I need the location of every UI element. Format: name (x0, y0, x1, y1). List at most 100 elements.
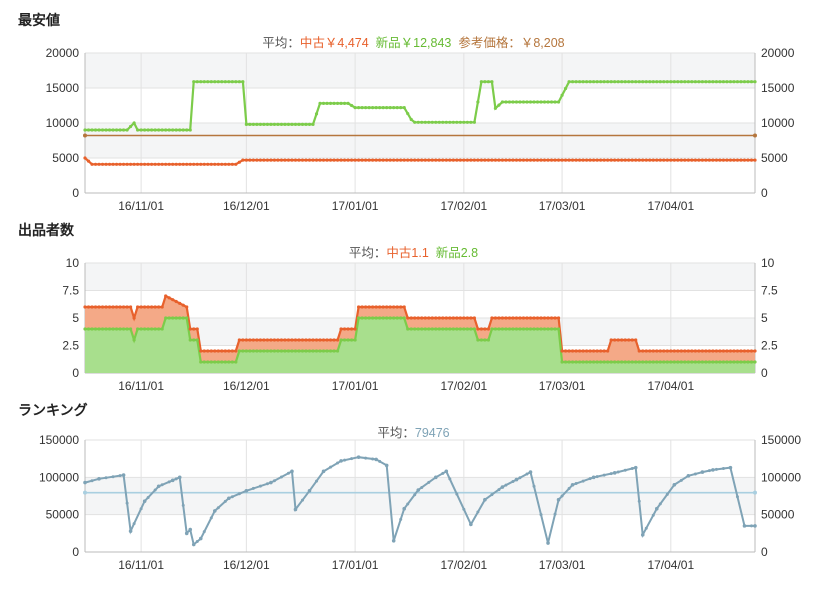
sellers-point-used (314, 338, 319, 342)
ranking-point (735, 495, 739, 499)
price-point-中古 (521, 158, 526, 162)
ranking-point (416, 488, 421, 492)
price-point-中古 (139, 162, 143, 166)
price-point-中古 (223, 162, 227, 166)
ranking-point (128, 529, 133, 533)
sellers-y-tick-label-right: 10 (761, 256, 775, 270)
sellers-point-new (230, 360, 234, 364)
ranking-point (595, 475, 599, 479)
sellers-point-used (346, 327, 350, 331)
sellers-point-used (100, 305, 105, 309)
ranking-point (269, 480, 273, 485)
price-point-新品 (623, 80, 627, 84)
sellers-point-used (269, 338, 273, 342)
ranking-point (556, 497, 561, 502)
sellers-point-new (462, 327, 466, 331)
price-x-tick-label: 17/03/01 (539, 199, 586, 213)
price-point-中古 (321, 158, 326, 162)
sellers-point-used (157, 305, 161, 309)
sellers-point-used (714, 349, 719, 353)
price-ref-avg: 参考価格：￥8,208 (458, 36, 565, 50)
sellers-point-new (634, 360, 638, 364)
ranking-point (742, 524, 746, 528)
price-point-中古 (641, 158, 645, 162)
ranking-point (139, 507, 143, 511)
price-point-新品 (595, 80, 599, 84)
ranking-point (546, 541, 550, 545)
sellers-point-new (265, 349, 270, 353)
price-point-中古 (490, 158, 494, 162)
sellers-point-new (93, 327, 98, 331)
sellers-point-new (581, 360, 585, 364)
price-point-中古 (97, 162, 101, 166)
price-point-中古 (125, 162, 129, 166)
sellers-point-used (616, 338, 620, 342)
price-point-新品 (742, 80, 747, 84)
sellers-point-new (300, 349, 305, 353)
sellers-point-used (220, 349, 224, 353)
sellers-point-used (129, 305, 133, 309)
price-point-中古 (602, 158, 606, 162)
price-point-新品 (448, 120, 452, 124)
price-point-新品 (514, 100, 519, 104)
sellers-point-new (364, 316, 368, 320)
price-point-中古 (251, 158, 255, 162)
sellers-point-new (192, 338, 196, 342)
price-point-新品 (441, 120, 445, 124)
sellers-point-new (718, 360, 722, 364)
price-point-新品 (532, 100, 536, 104)
price-point-中古 (606, 158, 610, 162)
sellers-point-used (311, 338, 315, 342)
sellers-point-new (739, 360, 743, 364)
sellers-point-used (409, 316, 413, 320)
price-point-中古 (262, 158, 266, 162)
sellers-point-new (721, 360, 726, 364)
price-point-新品 (465, 120, 469, 124)
price-point-中古 (220, 162, 224, 166)
price-point-新品 (314, 112, 319, 116)
price-point-新品 (195, 80, 199, 84)
ranking-point (591, 475, 596, 480)
sellers-point-used (357, 305, 361, 309)
price-point-中古 (311, 158, 315, 162)
ranking-point (623, 468, 627, 472)
sellers-point-used (139, 305, 143, 309)
price-point-中古 (609, 158, 613, 162)
price-point-新品 (237, 80, 241, 84)
ranking-point (721, 467, 725, 471)
price-point-新品 (672, 80, 676, 84)
sellers-point-new (549, 327, 554, 331)
sellers-point-new (171, 316, 175, 320)
price-point-中古 (742, 158, 747, 162)
price-point-中古 (693, 158, 697, 162)
sellers-point-new (753, 360, 757, 364)
price-point-新品 (525, 100, 529, 104)
sellers-point-new (100, 327, 105, 331)
sellers-point-used (448, 316, 452, 320)
sellers-point-used (462, 316, 466, 320)
price-panel-title: 最安値 (18, 12, 60, 28)
sellers-point-used (521, 316, 526, 320)
ranking-point (679, 478, 683, 482)
sellers-point-new (455, 327, 459, 331)
price-point-中古 (623, 158, 627, 162)
price-point-中古 (332, 158, 336, 162)
price-point-中古 (283, 158, 287, 162)
sellers-point-new (136, 327, 140, 331)
sellers-point-new (339, 338, 343, 342)
sellers-point-new (560, 360, 564, 364)
price-point-新品 (662, 80, 666, 84)
price-point-中古 (753, 158, 757, 162)
sellers-point-used (430, 316, 434, 320)
sellers-point-used (613, 338, 617, 342)
sellers-point-new (223, 360, 227, 364)
sellers-point-used (455, 316, 459, 320)
ranking-point (146, 495, 150, 499)
price-point-新品 (490, 80, 494, 84)
ranking-x-tick-label: 17/01/01 (332, 558, 379, 572)
price-point-新品 (255, 122, 259, 126)
price-point-新品 (220, 80, 224, 84)
sellers-point-used (283, 338, 287, 342)
sellers-point-new (609, 360, 613, 364)
price-point-新品 (153, 128, 157, 132)
